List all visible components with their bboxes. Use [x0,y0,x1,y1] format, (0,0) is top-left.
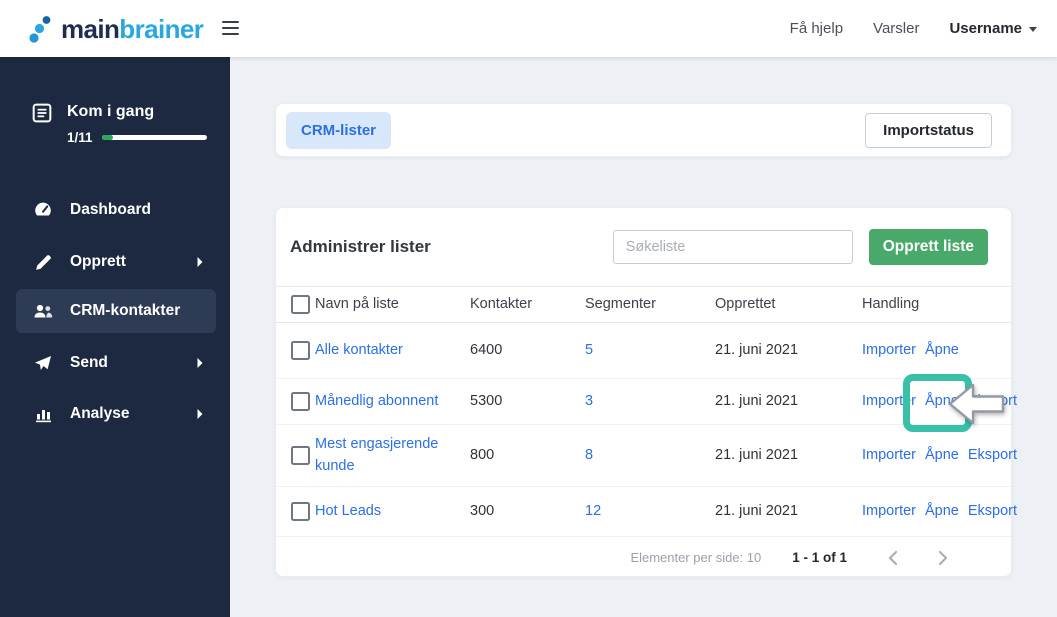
table-header-row: Navn på liste Kontakter Segmenter Oppret… [276,287,1011,322]
sidebar-item-label: Analyse [70,405,130,422]
created-date: 21. juni 2021 [715,342,799,358]
search-input[interactable] [612,230,853,264]
list-card-header: Administrer lister Opprett liste [276,208,1011,287]
apne-link[interactable]: Åpne [925,342,959,358]
sidebar-item-label: CRM-kontakter [70,302,181,319]
sidebar-item-dashboard[interactable]: Dashboard [16,188,216,232]
notifications-link[interactable]: Varsler [873,20,920,37]
column-header-actions: Handling [862,296,920,313]
pagination: Elementer per side: 10 1 - 1 of 1 [276,537,1011,579]
logo-text: mainbrainer [61,13,204,44]
column-header-segments: Segmenter [585,296,656,313]
page-title: Administrer lister [290,237,431,256]
chevron-right-icon [196,357,204,369]
contacts-count: 5300 [470,393,503,409]
tab-crm-lister[interactable]: CRM-lister [286,111,392,149]
sidebar-item-crm-kontakter[interactable]: CRM-kontakter [16,289,216,333]
list-name-link[interactable]: Mest engasjerende kunde [315,435,439,474]
apne-link[interactable]: Åpne [925,503,959,519]
dashboard-gauge-icon [32,200,54,220]
importstatus-button[interactable]: Importstatus [865,112,992,148]
page-range-label: 1 - 1 of 1 [792,550,847,565]
items-per-page-label: Elementer per side: 10 [630,550,762,565]
logo-dots-icon [29,15,51,43]
logo[interactable]: mainbrainer [26,0,204,57]
table-row: Månedlig abonnent 5300 3 21. juni 2021 I… [276,378,1017,424]
checklist-icon [32,103,52,145]
sidebar-item-label: Opprett [70,253,126,270]
list-name-link[interactable]: Månedlig abonnent [315,392,439,409]
importer-link[interactable]: Importer [862,342,916,358]
hamburger-menu-icon[interactable] [222,21,239,39]
paper-plane-icon [32,354,54,372]
contacts-count: 300 [470,503,495,519]
next-page-button[interactable] [938,550,949,566]
create-list-button[interactable]: Opprett liste [868,229,988,265]
caret-down-icon [1029,27,1037,32]
progress-bar [101,135,207,140]
sidebar-item-label: Dashboard [70,201,151,218]
contacts-count: 800 [470,447,495,463]
column-header-name: Navn på liste [315,296,399,313]
select-all-checkbox[interactable] [291,294,310,314]
column-header-created: Opprettet [715,296,776,313]
importer-link[interactable]: Importer [862,503,916,519]
created-date: 21. juni 2021 [715,447,799,463]
segments-link[interactable]: 8 [585,447,594,463]
row-checkbox[interactable] [291,391,310,411]
sidebar-item-opprett[interactable]: Opprett [16,240,216,284]
chevron-right-icon [196,256,204,268]
crm-lister-toolbar: CRM-lister Importstatus [275,103,1012,157]
segments-link[interactable]: 3 [585,393,594,409]
table-row: Mest engasjerende kunde 800 8 21. juni 2… [276,424,1017,486]
created-date: 21. juni 2021 [715,393,799,409]
chevron-right-icon [196,408,204,420]
eksport-link[interactable]: Eksport [967,393,1018,409]
bar-chart-icon [32,405,54,423]
sidebar-item-send[interactable]: Send [16,341,216,385]
sidebar-item-analyse[interactable]: Analyse [16,392,216,436]
username-label: Username [949,20,1022,37]
header-nav: Få hjelp Varsler Username [790,0,1037,57]
progress-fraction: 1/11 [67,130,93,145]
list-card: Administrer lister Opprett liste Navn på… [275,207,1017,579]
row-checkbox[interactable] [291,340,310,360]
user-menu[interactable]: Username [949,20,1037,37]
progress-fill [101,135,114,140]
sidebar-item-label: Send [70,354,108,371]
sidebar-item-kom-i-gang[interactable]: Kom i gang 1/11 [32,103,207,145]
prev-page-button[interactable] [887,550,898,566]
pencil-icon [32,253,54,272]
getting-started-label: Kom i gang [67,103,155,120]
apne-link[interactable]: Åpne [925,447,959,463]
contacts-count: 6400 [470,342,503,358]
eksport-link[interactable]: Eksport [967,447,1018,463]
people-icon [32,302,54,320]
segments-link[interactable]: 12 [585,503,602,519]
importer-link[interactable]: Importer [862,393,916,409]
help-link[interactable]: Få hjelp [789,20,844,37]
importer-link[interactable]: Importer [862,447,916,463]
top-header: mainbrainer Få hjelp Varsler Username [0,0,1057,57]
table-row: Alle kontakter 6400 5 21. juni 2021 Impo… [276,322,1011,378]
list-name-link[interactable]: Hot Leads [315,502,382,519]
row-checkbox[interactable] [291,501,310,521]
column-header-contacts: Kontakter [470,296,533,313]
table-row: Hot Leads 300 12 21. juni 2021 Importer Å… [276,486,1017,536]
segments-link[interactable]: 5 [585,342,594,358]
list-name-link[interactable]: Alle kontakter [315,341,403,358]
sidebar: Kom i gang 1/11 Dashboard Opprett [0,57,230,617]
lists-table: Navn på liste Kontakter Segmenter Oppret… [276,287,1017,537]
eksport-link[interactable]: Eksport [967,503,1018,519]
apne-link-highlighted[interactable]: Åpne [925,393,959,409]
row-checkbox[interactable] [291,445,310,465]
created-date: 21. juni 2021 [715,503,799,519]
